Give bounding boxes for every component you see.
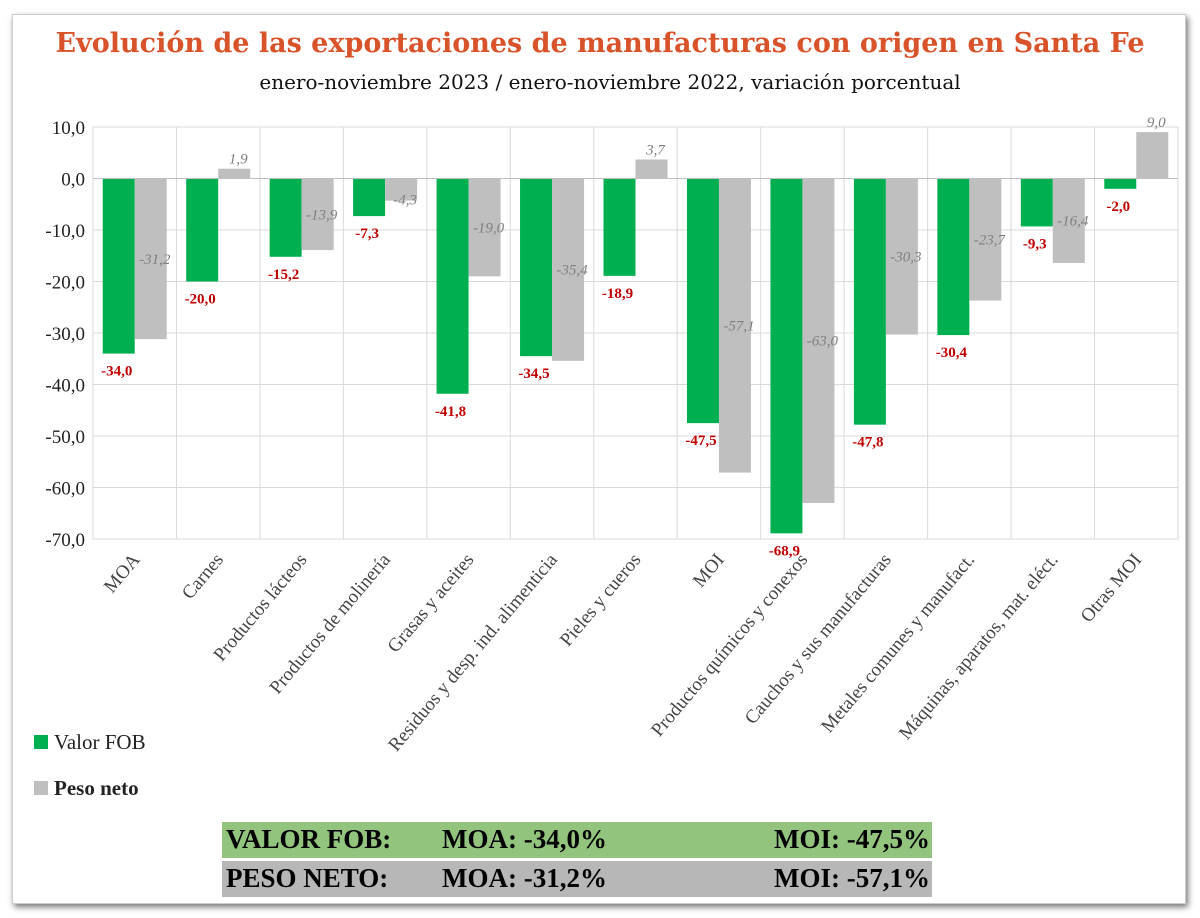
x-tick-label: Carnes: [178, 550, 228, 604]
data-label-peso-neto: -4,3: [393, 193, 417, 209]
bar-peso-neto: [718, 178, 751, 473]
data-label-valor-fob: -7,3: [355, 226, 379, 242]
summary-moa: MOA: -34,0%: [442, 824, 607, 854]
data-label-peso-neto: -57,1: [723, 319, 754, 335]
data-label-valor-fob: -15,2: [268, 267, 299, 283]
summary-label: VALOR FOB:: [226, 824, 392, 854]
x-tick-label: Grasas y aceites: [384, 550, 479, 657]
bar-peso-neto: [1052, 178, 1085, 263]
data-label-peso-neto: -16,4: [1057, 214, 1089, 230]
y-tick-label: -40,0: [45, 376, 85, 397]
bar-peso-neto: [134, 178, 167, 340]
data-label-valor-fob: -47,5: [685, 433, 716, 449]
bar-peso-neto: [635, 159, 668, 179]
data-label-peso-neto: -35,4: [556, 263, 588, 279]
bar-valor-fob: [436, 178, 469, 394]
bar-valor-fob: [1104, 178, 1137, 189]
bar-valor-fob: [186, 178, 219, 282]
bar-valor-fob: [353, 178, 386, 217]
x-tick-label: Residuos y desp. ind. alimenticia: [384, 549, 562, 755]
legend-label: Valor FOB: [54, 730, 146, 754]
x-tick-label: MOA: [100, 550, 145, 598]
bar-valor-fob: [937, 178, 970, 336]
summary-row-peso-neto: PESO NETO: MOA: -31,2% MOI: -57,1%: [222, 861, 932, 897]
bar-peso-neto: [468, 178, 501, 277]
data-label-valor-fob: -68,9: [769, 543, 800, 559]
x-tick-label: Pieles y cueros: [556, 550, 645, 651]
data-label-peso-neto: 3,7: [645, 142, 666, 158]
bar-peso-neto: [802, 178, 835, 503]
data-label-valor-fob: -47,8: [852, 435, 883, 451]
data-label-valor-fob: -20,0: [185, 292, 216, 308]
x-tick-label: MOI: [689, 550, 729, 592]
bar-peso-neto: [218, 168, 251, 179]
x-tick-label: Otras MOI: [1077, 550, 1146, 627]
data-label-valor-fob: -2,0: [1106, 199, 1130, 215]
y-tick-label: -60,0: [45, 479, 85, 500]
data-label-valor-fob: -18,9: [602, 286, 633, 302]
x-tick-label: Metales comunes y manufact.: [817, 550, 979, 737]
x-tick-label: Cauchos y sus manufacturas: [741, 550, 896, 729]
summary-moa: MOA: -31,2%: [442, 863, 607, 893]
bar-valor-fob: [770, 178, 803, 534]
bar-peso-neto: [301, 178, 334, 251]
summary-moi: MOI: -47,5%: [774, 824, 930, 854]
bar-valor-fob: [853, 178, 886, 425]
legend-swatch: [34, 735, 48, 749]
y-tick-label: -10,0: [45, 221, 85, 242]
data-label-peso-neto: 9,0: [1147, 115, 1166, 131]
summary-row-valor-fob: VALOR FOB: MOA: -34,0% MOI: -47,5%: [222, 822, 932, 858]
data-label-peso-neto: -63,0: [807, 334, 839, 350]
y-tick-label: 10,0: [52, 118, 85, 139]
data-label-valor-fob: -34,5: [518, 366, 549, 382]
chart-title: Evolución de las exportaciones de manufa…: [55, 28, 1145, 59]
bar-peso-neto: [385, 178, 418, 201]
data-label-peso-neto: -23,7: [974, 233, 1007, 249]
data-label-peso-neto: -31,2: [139, 252, 171, 268]
bar-peso-neto: [1136, 132, 1169, 179]
y-tick-label: -50,0: [45, 427, 85, 448]
legend-label: Peso neto: [54, 776, 139, 800]
bar-peso-neto: [885, 178, 918, 335]
data-label-peso-neto: -30,3: [890, 250, 921, 266]
bar-valor-fob: [686, 178, 719, 424]
data-label-valor-fob: -9,3: [1023, 236, 1047, 252]
data-label-valor-fob: -41,8: [435, 404, 466, 420]
summary-label: PESO NETO:: [226, 863, 389, 893]
data-label-valor-fob: -34,0: [101, 364, 132, 380]
x-tick-label: Productos químicos y conexos: [647, 550, 812, 741]
bar-valor-fob: [1020, 178, 1053, 227]
x-tick-label: Máquinas, aparatos, mat. eléct.: [895, 550, 1063, 744]
bar-valor-fob: [269, 178, 302, 257]
bar-peso-neto: [969, 178, 1002, 301]
data-label-peso-neto: 1,9: [229, 152, 248, 168]
bar-valor-fob: [102, 178, 135, 354]
y-tick-label: -70,0: [45, 530, 85, 551]
y-tick-label: 0,0: [61, 170, 85, 191]
data-label-peso-neto: -13,9: [306, 207, 338, 223]
bar-peso-neto: [552, 178, 585, 361]
legend-swatch: [34, 781, 48, 795]
y-tick-label: -30,0: [45, 324, 85, 345]
y-tick-label: -20,0: [45, 273, 85, 294]
chart-subtitle: enero-noviembre 2023 / enero-noviembre 2…: [259, 70, 961, 94]
summary-moi: MOI: -57,1%: [774, 863, 930, 893]
bar-valor-fob: [520, 178, 553, 357]
data-label-valor-fob: -30,4: [936, 345, 968, 361]
data-label-peso-neto: -19,0: [473, 220, 505, 236]
bar-valor-fob: [603, 178, 636, 276]
